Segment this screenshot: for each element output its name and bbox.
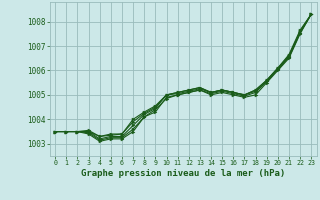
- X-axis label: Graphe pression niveau de la mer (hPa): Graphe pression niveau de la mer (hPa): [81, 169, 285, 178]
